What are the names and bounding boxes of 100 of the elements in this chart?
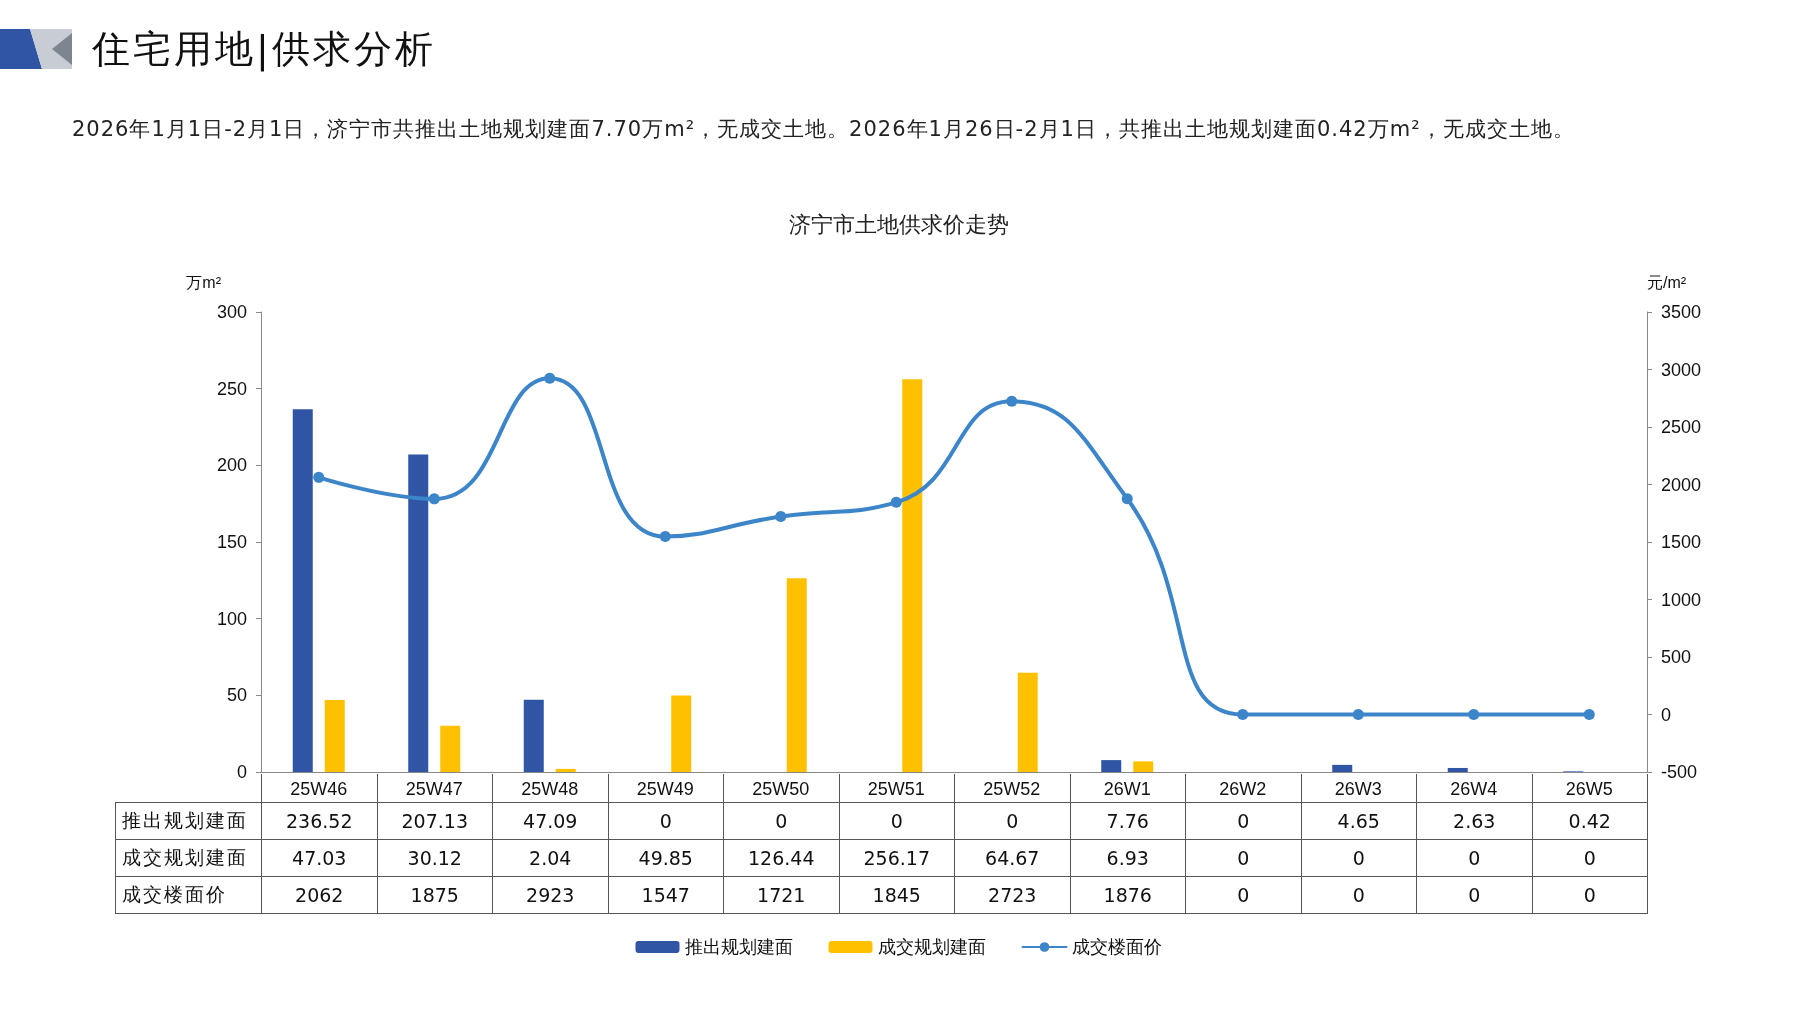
point — [659, 531, 671, 543]
y2-tick-label: 0 — [1661, 704, 1672, 725]
x-tick-label: 26W3 — [1334, 779, 1382, 799]
data-label: 1845 — [838, 876, 955, 914]
y2-tick-label: 1000 — [1661, 589, 1702, 610]
x-tick-label: 25W51 — [867, 779, 925, 799]
data-label: 0 — [1416, 876, 1533, 914]
bar — [1101, 760, 1122, 772]
legend-label: 成交楼面价 — [1071, 937, 1162, 957]
y2-tick-label: 3500 — [1661, 302, 1702, 322]
data-label: 0 — [1416, 839, 1533, 877]
data-label: 64.67 — [954, 839, 1071, 877]
data-label: 6.93 — [1069, 839, 1186, 877]
data-label: 126.44 — [723, 839, 840, 877]
x-tick-label: 26W2 — [1219, 779, 1267, 799]
y-axis-title: 万m² — [186, 273, 222, 291]
data-label: 0 — [723, 802, 840, 840]
x-tick-label: 25W48 — [521, 779, 579, 799]
data-label: 0 — [838, 802, 955, 840]
data-label: 236.52 — [261, 802, 378, 840]
data-label: 0 — [1300, 876, 1417, 914]
point — [890, 496, 902, 508]
data-label: 30.12 — [376, 839, 493, 877]
bar — [324, 699, 345, 772]
bar — [523, 699, 544, 772]
data-label: 0 — [1185, 839, 1302, 877]
x-tick-label: 26W1 — [1103, 779, 1151, 799]
y-tick-label: 150 — [216, 532, 247, 552]
bar — [786, 578, 807, 772]
data-label: 7.76 — [1069, 802, 1186, 840]
point — [775, 511, 787, 523]
y2-tick-label: 2000 — [1661, 474, 1702, 495]
y-tick-label: 200 — [216, 455, 247, 476]
x-tick-label: 25W52 — [983, 779, 1041, 799]
x-tick-label: 25W46 — [290, 779, 348, 799]
text: 成交规划建面 — [122, 846, 248, 868]
y2-axis-title: 元/m² — [1647, 273, 1687, 291]
data-label: 2.63 — [1416, 802, 1533, 840]
data-label: 47.09 — [492, 802, 609, 840]
data-label: 1721 — [723, 876, 840, 914]
data-label: 47.03 — [261, 839, 378, 877]
point — [313, 471, 325, 483]
x-tick-label: 25W49 — [636, 779, 694, 799]
bar — [1447, 767, 1468, 772]
chart-title: 济宁市土地供求价走势 — [788, 211, 1009, 237]
y-tick-label: 250 — [216, 378, 247, 399]
x-tick-label: 25W50 — [752, 779, 810, 799]
bar — [1133, 761, 1154, 772]
point — [1006, 395, 1018, 407]
point — [544, 372, 556, 384]
legend-label: 成交规划建面 — [877, 937, 986, 957]
data-label: 2.04 — [492, 839, 609, 877]
x-tick-label: 26W5 — [1565, 779, 1613, 799]
y2-tick-label: 3000 — [1661, 359, 1702, 380]
bar — [292, 409, 313, 772]
y2-tick-label: 1500 — [1661, 532, 1702, 552]
data-label: 2062 — [261, 876, 378, 914]
y-tick-label: 0 — [236, 762, 247, 782]
y-tick-label: 100 — [216, 608, 247, 629]
chart-subtitle: 2026年1月1日-2月1日，济宁市共推出土地规划建面7.70万m²，无成交土地。2026年1月26日-2月1日，共推出土地规划建面0.42万m²，无成交土地。 — [72, 116, 1576, 143]
bar — [671, 695, 692, 772]
bar — [1017, 672, 1038, 772]
x-tick-label: 25W47 — [405, 779, 463, 799]
y-tick-label: 300 — [216, 302, 247, 322]
data-label: 1876 — [1069, 876, 1186, 914]
data-label: 256.17 — [838, 839, 955, 877]
bar — [408, 454, 429, 772]
data-label: 0.42 — [1531, 802, 1648, 840]
data-label: 0 — [1300, 839, 1417, 877]
text: 推出规划建面 — [122, 809, 248, 831]
data-label: 49.85 — [607, 839, 724, 877]
data-label: 0 — [1185, 876, 1302, 914]
data-label: 2723 — [954, 876, 1071, 914]
y2-tick-label: -500 — [1661, 762, 1698, 782]
legend-label: 推出规划建面 — [684, 937, 793, 957]
bar — [440, 725, 461, 772]
data-label: 207.13 — [376, 802, 493, 840]
bar — [555, 768, 576, 772]
point — [1121, 493, 1133, 505]
data-label: 2923 — [492, 876, 609, 914]
data-label: 0 — [1531, 839, 1648, 877]
y2-tick-label: 2500 — [1661, 417, 1702, 437]
text: 住宅用地|供求分析 — [92, 26, 436, 74]
bar — [902, 379, 923, 772]
data-label: 0 — [1185, 802, 1302, 840]
data-label: 1547 — [607, 876, 724, 914]
text: 成交楼面价 — [122, 883, 227, 905]
point — [1237, 709, 1249, 720]
y2-tick-label: 500 — [1661, 647, 1692, 667]
point — [1352, 709, 1364, 720]
point — [1468, 709, 1480, 720]
bar — [1332, 764, 1353, 772]
data-label: 0 — [954, 802, 1071, 840]
data-label: 4.65 — [1300, 802, 1417, 840]
data-label: 0 — [1531, 876, 1648, 914]
data-label: 1875 — [376, 876, 493, 914]
point — [1583, 709, 1595, 720]
data-label: 0 — [607, 802, 724, 840]
point — [428, 493, 440, 505]
y-tick-label: 50 — [226, 685, 247, 706]
